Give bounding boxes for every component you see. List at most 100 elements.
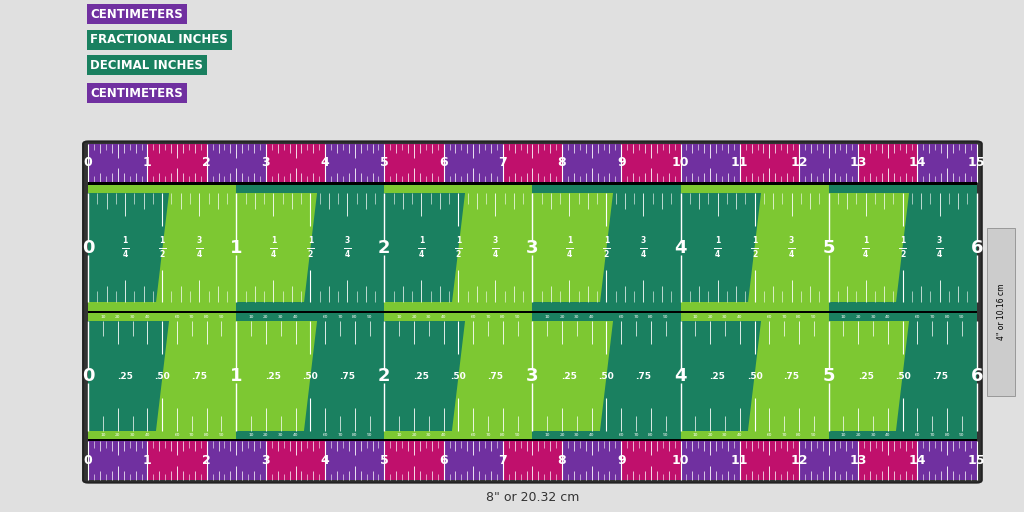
Text: 2: 2 [307,250,313,259]
Polygon shape [155,185,237,311]
Text: .75: .75 [191,372,207,380]
Text: .25: .25 [414,372,429,380]
Text: 30: 30 [870,315,876,319]
Bar [88,439,977,441]
Polygon shape [451,313,532,439]
Text: 4: 4 [863,250,868,259]
Text: 10: 10 [841,315,846,319]
Text: 30: 30 [278,315,284,319]
Bar [88,185,237,311]
Text: 1: 1 [270,236,275,245]
Text: 8" or 20.32 cm: 8" or 20.32 cm [485,492,580,504]
Text: .25: .25 [265,372,282,380]
Bar [503,144,562,182]
Bar [532,313,681,439]
FancyBboxPatch shape [83,141,982,483]
Bar [325,441,384,480]
Text: 5: 5 [380,157,389,169]
Text: 70: 70 [337,433,343,437]
Bar [384,313,532,321]
Bar [828,303,977,311]
Text: 80: 80 [797,315,802,319]
Text: 7: 7 [499,454,507,467]
Text: 0: 0 [82,367,94,385]
Bar [443,144,503,182]
Bar [799,441,858,480]
Text: 30: 30 [722,433,728,437]
Text: 30: 30 [722,315,728,319]
Text: 15: 15 [968,157,985,169]
Bar [237,313,384,439]
Text: 90: 90 [811,315,816,319]
Text: 30: 30 [426,433,431,437]
Text: 10: 10 [249,433,254,437]
Text: 80: 80 [500,433,506,437]
Text: 12: 12 [791,454,808,467]
Text: 10: 10 [396,315,401,319]
Text: CENTIMETERS: CENTIMETERS [90,87,183,99]
Text: 90: 90 [959,315,965,319]
Text: 3: 3 [261,454,270,467]
Text: 30: 30 [426,315,431,319]
Text: 70: 70 [485,315,490,319]
Bar [858,144,918,182]
Bar [828,431,977,439]
Text: 11: 11 [731,157,749,169]
Bar [503,441,562,480]
Polygon shape [155,313,237,439]
Text: 20: 20 [263,315,268,319]
Bar [828,313,977,321]
Text: 8: 8 [558,454,566,467]
Text: 70: 70 [930,433,935,437]
Bar [88,313,237,439]
Text: 40: 40 [440,315,446,319]
Bar [681,313,828,439]
Bar [681,185,828,311]
Bar [88,441,147,480]
Bar [443,441,503,480]
Polygon shape [599,185,681,311]
Text: .75: .75 [487,372,504,380]
Bar [858,441,918,480]
Bar [987,228,1016,396]
Text: 70: 70 [189,433,195,437]
Bar [384,441,443,480]
Text: .50: .50 [746,372,763,380]
Text: DECIMAL INCHES: DECIMAL INCHES [90,58,203,72]
Bar [828,313,977,439]
Text: 2: 2 [160,250,165,259]
Text: 7: 7 [499,157,507,169]
Text: 1: 1 [456,236,461,245]
Text: 1: 1 [863,236,868,245]
Bar [532,303,681,311]
Bar [828,185,977,193]
Text: 40: 40 [440,433,446,437]
Text: 2: 2 [203,157,211,169]
Text: .25: .25 [118,372,133,380]
Text: 10: 10 [545,315,550,319]
Text: 4: 4 [321,454,330,467]
Bar [147,144,207,182]
Text: 11: 11 [731,454,749,467]
Text: 13: 13 [850,157,867,169]
Text: 1: 1 [752,236,757,245]
Text: 70: 70 [781,315,786,319]
Bar [88,185,237,193]
Bar [681,441,739,480]
Polygon shape [748,185,828,311]
Bar [384,313,532,439]
Text: 13: 13 [850,454,867,467]
Text: 80: 80 [500,315,506,319]
Text: 3: 3 [345,236,350,245]
Text: 1: 1 [143,157,152,169]
Text: 4: 4 [197,250,202,259]
Bar [681,144,739,182]
Text: 12: 12 [791,157,808,169]
Text: .50: .50 [895,372,910,380]
Text: 3: 3 [641,236,646,245]
Text: 6: 6 [439,454,447,467]
Text: 5: 5 [822,367,835,385]
Bar [532,313,681,321]
Text: 20: 20 [412,433,417,437]
Bar [384,144,443,182]
